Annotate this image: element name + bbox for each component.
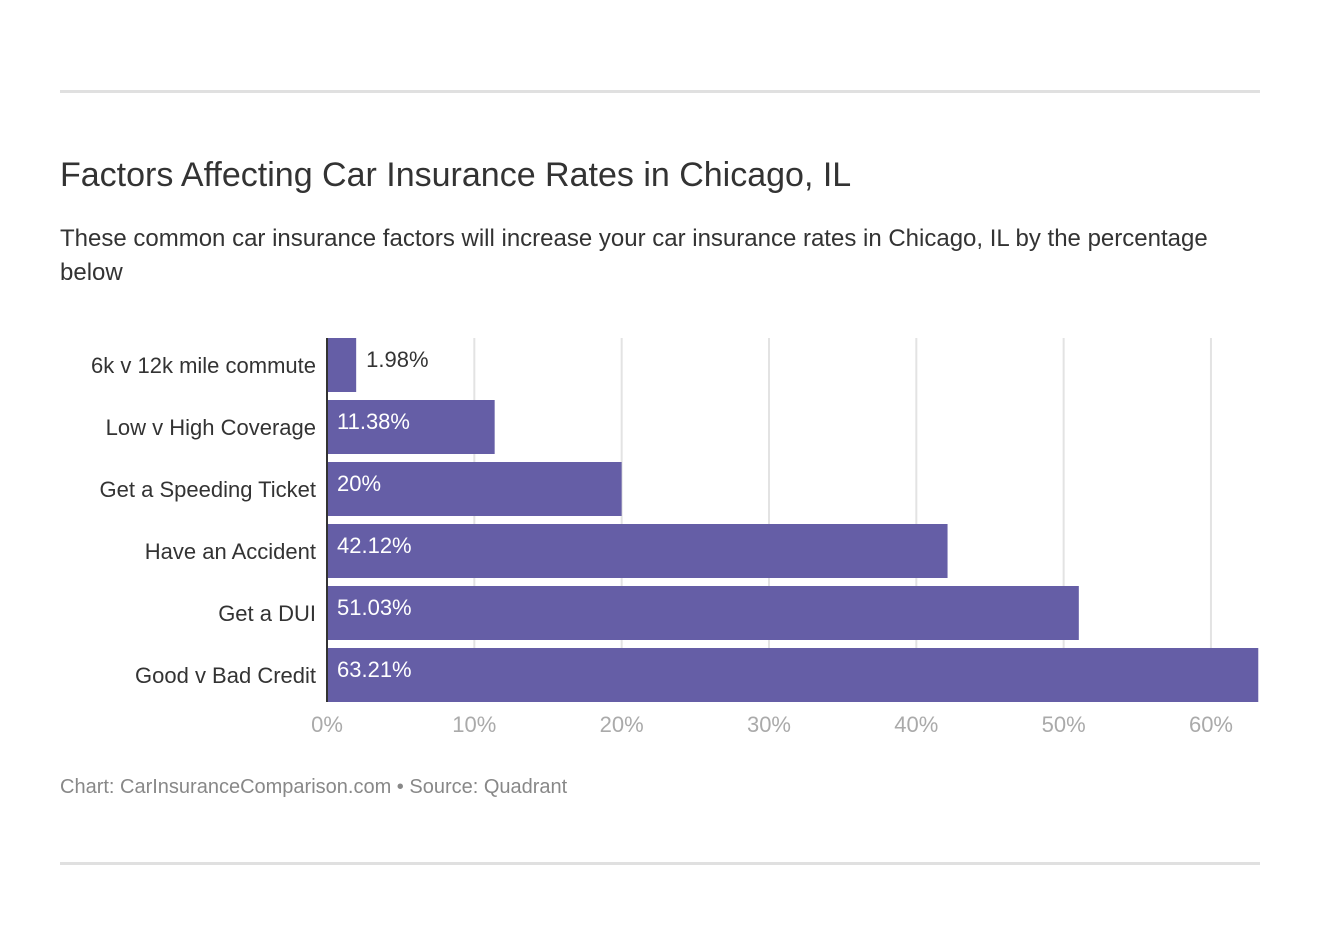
chart-subtitle: These common car insurance factors will … [60, 225, 1208, 286]
bar [328, 586, 1079, 640]
bottom-divider [60, 862, 1260, 865]
x-tick-label: 10% [452, 712, 496, 737]
bar-chart: 0% 10% 20% 30% 40% 50% 60% 6k v 12k mile commut… [91, 338, 1259, 737]
bar [328, 462, 622, 516]
bar [328, 524, 948, 578]
category-label: Get a DUI [218, 601, 316, 626]
category-label: 6k v 12k mile commute [91, 353, 316, 378]
data-label: 51.03% [337, 595, 412, 620]
chart-source: Chart: CarInsuranceComparison.com • Sour… [60, 776, 568, 798]
data-label: 42.12% [337, 533, 412, 558]
x-tick-label: 40% [894, 712, 938, 737]
data-label: 1.98% [366, 347, 428, 372]
chart-title: Factors Affecting Car Insurance Rates in… [60, 156, 852, 194]
bar [328, 648, 1259, 702]
top-divider [60, 90, 1260, 93]
x-tick-label: 0% [311, 712, 343, 737]
x-tick-label: 20% [600, 712, 644, 737]
data-label: 20% [337, 471, 381, 496]
x-tick-label: 50% [1042, 712, 1086, 737]
category-label: Have an Accident [145, 539, 316, 564]
data-label: 63.21% [337, 657, 412, 682]
x-tick-label: 60% [1189, 712, 1233, 737]
x-tick-label: 30% [747, 712, 791, 737]
bar [328, 338, 357, 392]
category-label: Low v High Coverage [106, 415, 316, 440]
category-label: Get a Speeding Ticket [100, 477, 316, 502]
category-label: Good v Bad Credit [135, 663, 316, 688]
bar [328, 400, 495, 454]
data-label: 11.38% [337, 409, 410, 434]
